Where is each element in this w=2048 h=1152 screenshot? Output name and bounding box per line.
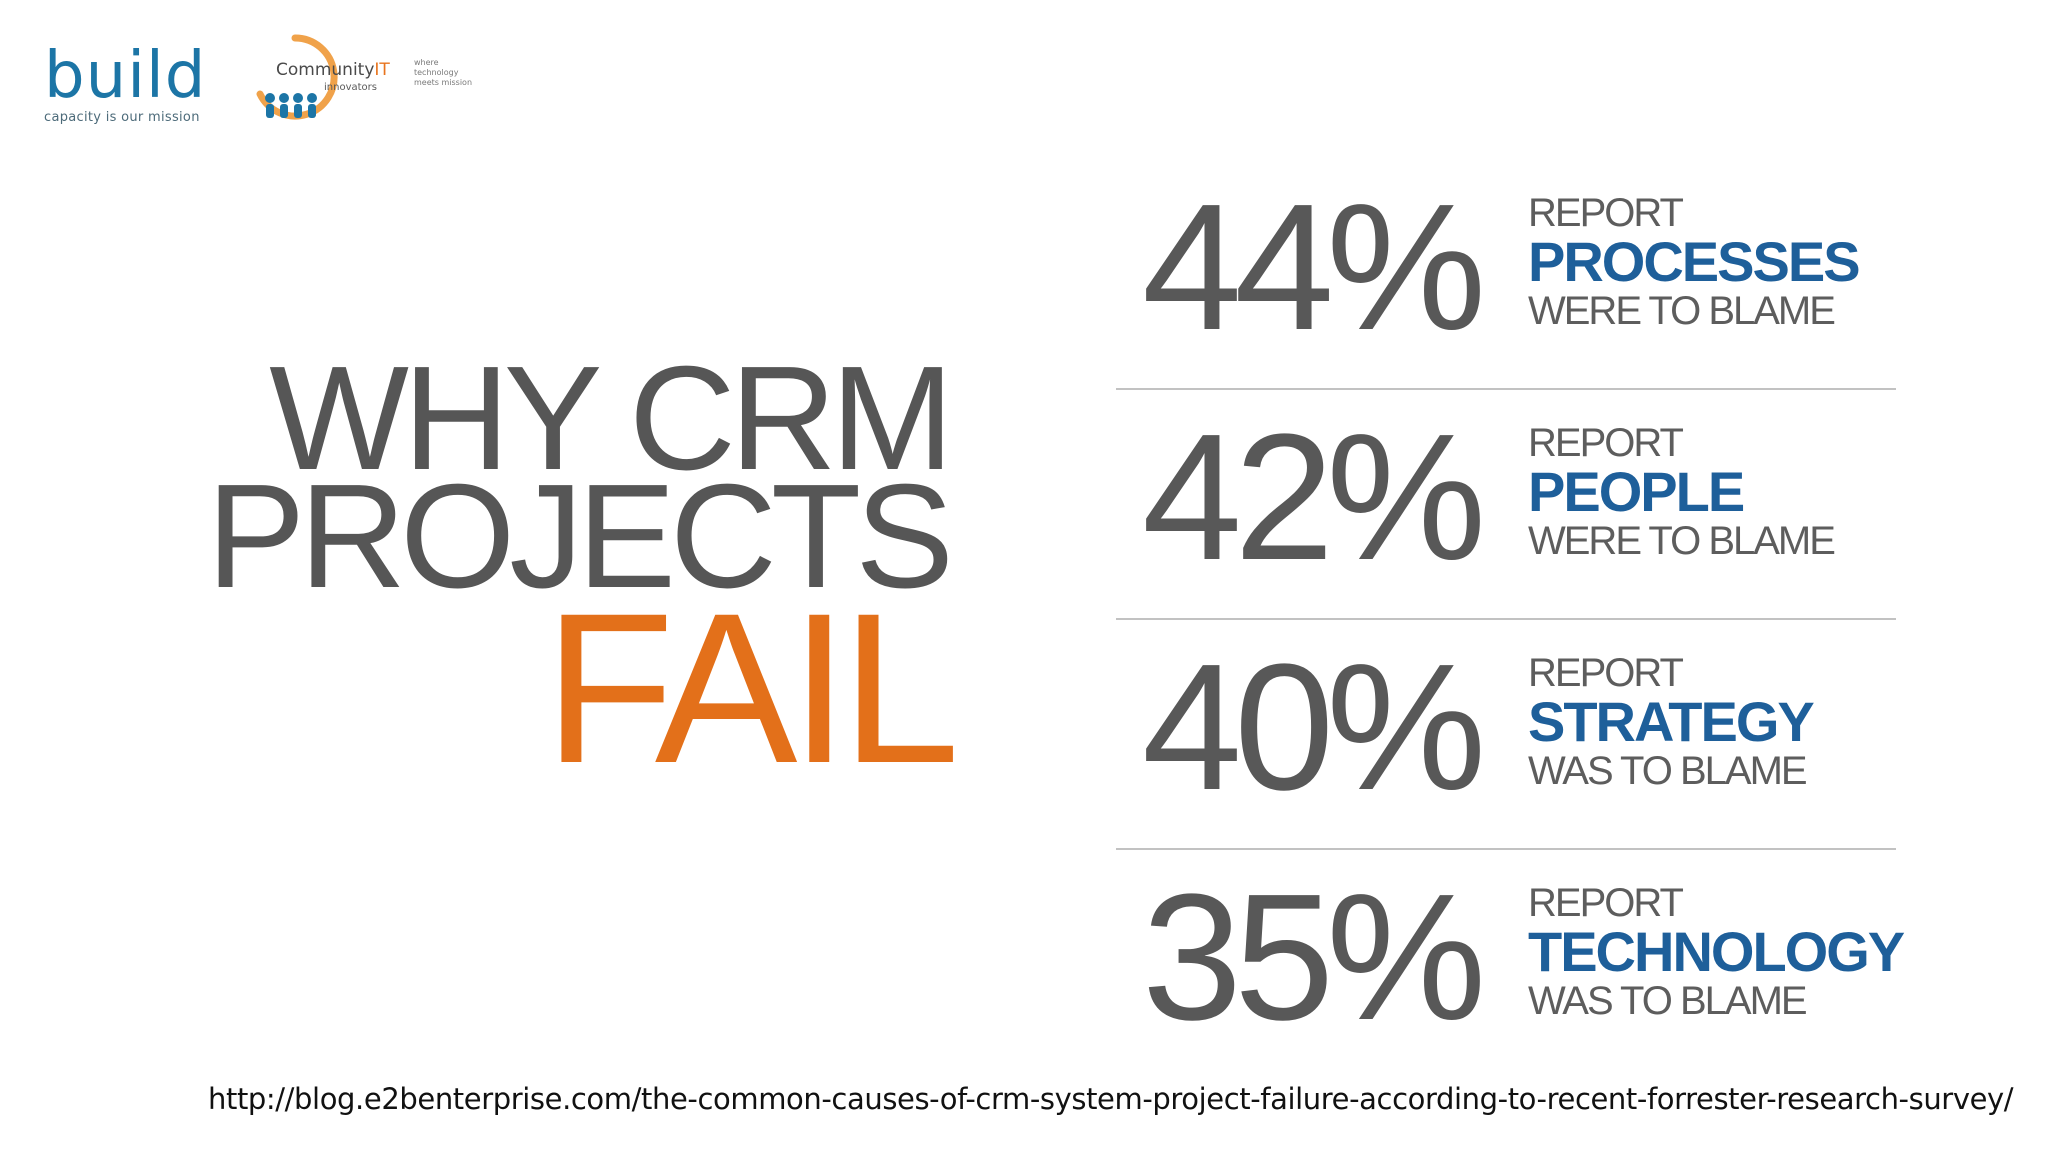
headline-fail: FAIL <box>543 569 960 808</box>
community-it-tagline: where technology meets mission <box>414 58 473 87</box>
community-it-logo: CommunityIT innovators where technology … <box>250 32 490 122</box>
stat-label-top: REPORT <box>1528 421 1684 465</box>
stat-percent: 35% <box>1142 857 1486 1058</box>
stat-label-bottom: WAS TO BLAME <box>1528 979 1808 1023</box>
headline-line-2: PROJECTS <box>206 454 954 619</box>
stat-label-top: REPORT <box>1528 651 1684 695</box>
community-it-name-main: Community <box>276 60 375 80</box>
stat-keyword: PROCESSES <box>1528 230 1861 293</box>
stat-keyword: PEOPLE <box>1528 460 1745 523</box>
stat-percent: 42% <box>1142 397 1486 598</box>
stat-label-bottom: WERE TO BLAME <box>1528 289 1836 333</box>
stat-label-top: REPORT <box>1528 881 1684 925</box>
community-it-sub: innovators <box>324 82 377 93</box>
stat-description: REPORT TECHNOLOGY WAS TO BLAME <box>1528 880 1905 1024</box>
stats-list: 44% REPORT PROCESSES WERE TO BLAME 42% R… <box>1116 160 1905 1070</box>
stat-row: 35% REPORT TECHNOLOGY WAS TO BLAME <box>1116 848 1905 1070</box>
community-it-ring-icon <box>256 34 338 120</box>
source-link[interactable]: http://blog.e2benterprise.com/the-common… <box>208 1082 2014 1116</box>
build-logo: build capacity is our mission <box>44 44 224 125</box>
stat-description: REPORT PEOPLE WERE TO BLAME <box>1528 420 1836 564</box>
stat-keyword: STRATEGY <box>1528 690 1815 753</box>
build-logo-tagline: capacity is our mission <box>44 110 200 125</box>
headline: WHY CRM PROJECTS FAIL <box>206 336 960 796</box>
community-it-name: CommunityIT <box>276 60 390 80</box>
stat-keyword: TECHNOLOGY <box>1528 920 1905 983</box>
stat-label-bottom: WERE TO BLAME <box>1528 519 1836 563</box>
community-it-name-accent: IT <box>374 60 390 80</box>
stat-description: REPORT STRATEGY WAS TO BLAME <box>1528 650 1815 794</box>
headline-line-1: WHY CRM <box>269 336 954 501</box>
build-logo-wordmark: build <box>44 39 207 113</box>
stat-label-bottom: WAS TO BLAME <box>1528 749 1808 793</box>
stat-percent: 44% <box>1142 167 1486 368</box>
stat-description: REPORT PROCESSES WERE TO BLAME <box>1528 190 1861 334</box>
stat-row: 40% REPORT STRATEGY WAS TO BLAME <box>1116 618 1896 848</box>
stat-row: 42% REPORT PEOPLE WERE TO BLAME <box>1116 388 1896 618</box>
stat-percent: 40% <box>1142 627 1486 828</box>
stat-row: 44% REPORT PROCESSES WERE TO BLAME <box>1116 160 1896 388</box>
stat-label-top: REPORT <box>1528 191 1684 235</box>
